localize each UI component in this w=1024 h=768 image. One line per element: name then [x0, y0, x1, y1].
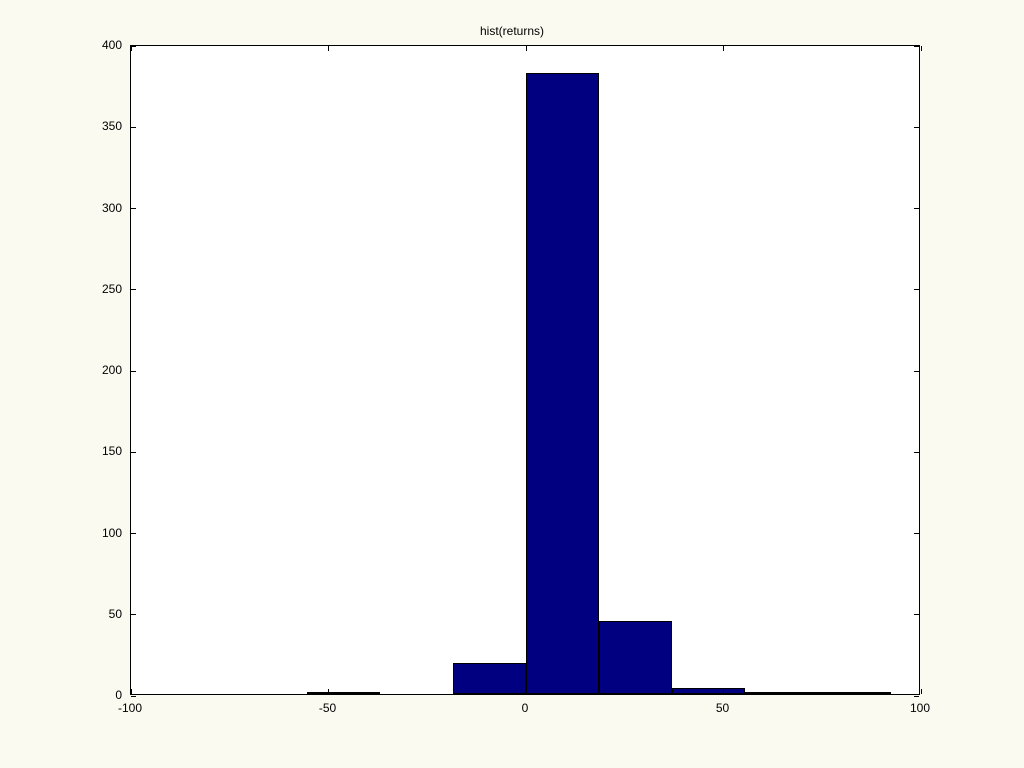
y-tick-mark: [131, 614, 136, 615]
x-tick-label: -50: [319, 701, 336, 715]
y-tick-mark: [131, 533, 136, 534]
histogram-bar: [745, 692, 818, 694]
x-tick-label: 100: [910, 701, 930, 715]
y-tick-mark: [914, 208, 919, 209]
y-tick-mark: [131, 46, 136, 47]
x-tick-mark: [921, 689, 922, 694]
x-tick-label: 50: [716, 701, 729, 715]
y-tick-mark: [914, 127, 919, 128]
histogram-bar: [307, 692, 380, 694]
y-tick-label: 300: [102, 201, 122, 215]
x-tick-mark: [526, 46, 527, 51]
chart-title: hist(returns): [0, 24, 1024, 38]
y-tick-label: 250: [102, 282, 122, 296]
y-tick-mark: [914, 452, 919, 453]
plot-area: [130, 45, 920, 695]
y-tick-mark: [131, 452, 136, 453]
histogram-bar: [599, 621, 672, 694]
x-tick-label: -100: [118, 701, 142, 715]
x-tick-mark: [328, 689, 329, 694]
histogram-bar: [818, 692, 891, 694]
y-tick-label: 400: [102, 38, 122, 52]
x-tick-mark: [723, 46, 724, 51]
y-tick-mark: [131, 208, 136, 209]
x-tick-mark: [921, 46, 922, 51]
y-tick-mark: [914, 614, 919, 615]
x-tick-mark: [723, 689, 724, 694]
y-tick-label: 150: [102, 444, 122, 458]
y-tick-mark: [914, 533, 919, 534]
y-tick-label: 0: [115, 688, 122, 702]
chart-frame: hist(returns) -100 -50 0 50 100 0 50 100 150 200 2…: [0, 0, 1024, 768]
x-tick-mark: [131, 689, 132, 694]
y-tick-label: 100: [102, 526, 122, 540]
y-tick-mark: [131, 127, 136, 128]
y-tick-mark: [131, 696, 136, 697]
y-tick-mark: [914, 289, 919, 290]
y-tick-mark: [914, 371, 919, 372]
x-tick-mark: [131, 46, 132, 51]
x-tick-mark: [328, 46, 329, 51]
x-tick-label: 0: [522, 701, 529, 715]
y-tick-label: 350: [102, 119, 122, 133]
y-tick-mark: [914, 696, 919, 697]
y-tick-mark: [131, 289, 136, 290]
histogram-bar: [526, 73, 599, 694]
y-tick-label: 200: [102, 363, 122, 377]
y-tick-mark: [131, 371, 136, 372]
histogram-bar: [672, 688, 745, 695]
y-tick-mark: [914, 46, 919, 47]
y-tick-label: 50: [109, 607, 122, 621]
histogram-bar: [453, 663, 526, 694]
x-tick-mark: [526, 689, 527, 694]
